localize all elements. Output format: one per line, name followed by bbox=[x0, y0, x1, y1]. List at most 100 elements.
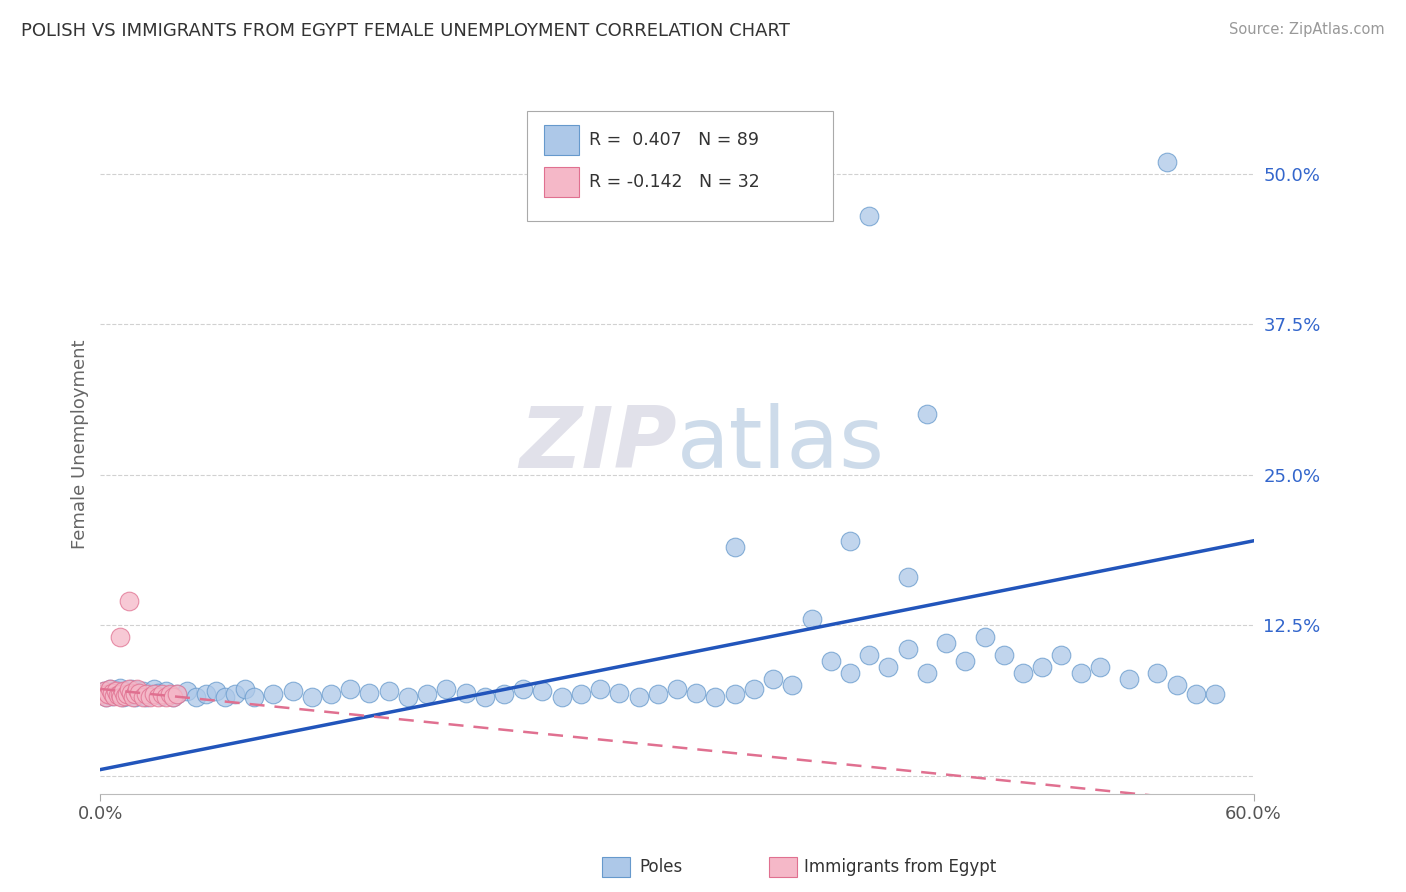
Point bbox=[531, 684, 554, 698]
Point bbox=[135, 690, 157, 705]
Point bbox=[104, 684, 127, 698]
Point bbox=[1204, 687, 1226, 701]
Point bbox=[103, 689, 125, 703]
Text: POLISH VS IMMIGRANTS FROM EGYPT FEMALE UNEMPLOYMENT CORRELATION CHART: POLISH VS IMMIGRANTS FROM EGYPT FEMALE U… bbox=[21, 22, 790, 40]
Point bbox=[973, 630, 995, 644]
Point bbox=[800, 612, 823, 626]
Point bbox=[1146, 666, 1168, 681]
Point bbox=[1118, 673, 1140, 687]
Point bbox=[110, 687, 132, 701]
Point bbox=[166, 687, 188, 701]
Point bbox=[104, 683, 127, 698]
Point bbox=[114, 684, 136, 698]
Point bbox=[454, 685, 477, 699]
Point bbox=[492, 687, 515, 701]
Point bbox=[162, 690, 184, 705]
Point bbox=[665, 681, 688, 696]
Point bbox=[915, 666, 938, 681]
Text: Source: ZipAtlas.com: Source: ZipAtlas.com bbox=[1229, 22, 1385, 37]
Point bbox=[915, 408, 938, 422]
Point bbox=[685, 685, 707, 699]
Point bbox=[125, 681, 148, 696]
Point bbox=[955, 654, 977, 668]
Point bbox=[112, 684, 135, 698]
Point bbox=[704, 690, 727, 705]
Text: atlas: atlas bbox=[676, 403, 884, 486]
Point bbox=[125, 683, 148, 698]
Point bbox=[782, 678, 804, 692]
Point bbox=[97, 687, 120, 701]
Point bbox=[101, 685, 124, 699]
Point bbox=[159, 687, 181, 701]
Point bbox=[724, 687, 747, 701]
Point bbox=[195, 687, 218, 701]
Point bbox=[94, 690, 117, 705]
Point bbox=[108, 630, 131, 644]
Point bbox=[97, 687, 120, 701]
Point bbox=[139, 687, 162, 701]
Point bbox=[162, 690, 184, 705]
Point bbox=[117, 689, 139, 703]
Point bbox=[474, 690, 496, 705]
FancyBboxPatch shape bbox=[544, 167, 579, 196]
Point bbox=[762, 673, 785, 687]
Text: Immigrants from Egypt: Immigrants from Egypt bbox=[804, 858, 997, 876]
Point bbox=[91, 687, 114, 701]
Point bbox=[166, 687, 188, 701]
Point bbox=[897, 570, 920, 584]
Point bbox=[724, 540, 747, 554]
Point bbox=[1050, 648, 1073, 663]
Point bbox=[233, 681, 256, 696]
Point bbox=[243, 690, 266, 705]
Point bbox=[124, 687, 146, 701]
Point bbox=[935, 636, 957, 650]
Point bbox=[103, 685, 125, 699]
Point bbox=[396, 690, 419, 705]
Point bbox=[114, 689, 136, 703]
Point bbox=[112, 690, 135, 705]
Point bbox=[742, 681, 765, 696]
Point bbox=[146, 690, 169, 705]
Point bbox=[110, 690, 132, 705]
Point bbox=[858, 648, 880, 663]
Point bbox=[550, 690, 572, 705]
Point bbox=[101, 689, 124, 703]
Point bbox=[120, 685, 142, 699]
Point bbox=[107, 688, 129, 702]
Point bbox=[143, 681, 166, 696]
Text: R = -0.142   N = 32: R = -0.142 N = 32 bbox=[589, 173, 761, 191]
Point bbox=[122, 685, 145, 699]
Point bbox=[135, 687, 157, 701]
Point bbox=[839, 533, 862, 548]
Point bbox=[204, 684, 226, 698]
Point bbox=[800, 154, 823, 169]
Y-axis label: Female Unemployment: Female Unemployment bbox=[72, 340, 89, 549]
FancyBboxPatch shape bbox=[544, 125, 579, 154]
Point bbox=[1088, 660, 1111, 674]
Point bbox=[150, 687, 173, 701]
Point bbox=[607, 685, 630, 699]
Point bbox=[627, 690, 650, 705]
Point bbox=[877, 660, 900, 674]
Point bbox=[118, 681, 141, 696]
Point bbox=[117, 687, 139, 701]
Point bbox=[98, 681, 121, 696]
Point bbox=[434, 681, 457, 696]
Point bbox=[155, 684, 177, 698]
Point bbox=[1185, 687, 1208, 701]
Point bbox=[98, 681, 121, 696]
Point bbox=[319, 687, 342, 701]
Point bbox=[301, 690, 323, 705]
Point bbox=[1070, 666, 1092, 681]
Point bbox=[1156, 154, 1178, 169]
Point bbox=[131, 690, 153, 705]
Point bbox=[131, 684, 153, 698]
Point bbox=[159, 688, 181, 702]
Point bbox=[1031, 660, 1053, 674]
Point bbox=[512, 681, 534, 696]
Point bbox=[124, 690, 146, 705]
Text: R =  0.407   N = 89: R = 0.407 N = 89 bbox=[589, 131, 759, 149]
Point bbox=[647, 687, 669, 701]
Point bbox=[377, 684, 399, 698]
Point bbox=[339, 681, 361, 696]
